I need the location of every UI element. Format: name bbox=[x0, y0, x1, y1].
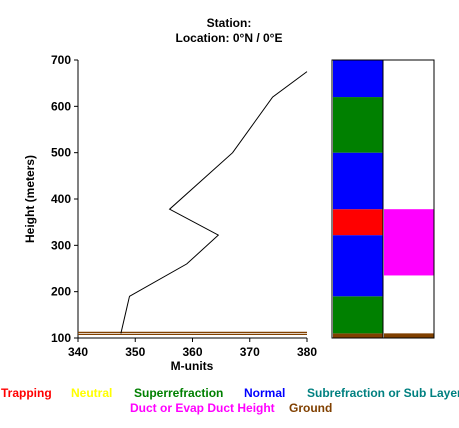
refractivity-layer-column bbox=[333, 60, 383, 338]
ground-level bbox=[78, 331, 307, 335]
legend-duct: Duct or Evap Duct Height bbox=[130, 401, 275, 415]
legend-trapping: Trapping bbox=[1, 386, 52, 400]
y-tick-label: 300 bbox=[51, 238, 71, 252]
layer-superrefraction bbox=[333, 296, 383, 334]
layer-superrefraction bbox=[333, 97, 383, 153]
y-tick-label: 100 bbox=[51, 331, 71, 345]
y-tick-label: 700 bbox=[51, 53, 71, 67]
layer-ground bbox=[333, 333, 383, 338]
legend-subrefraction: Subrefraction or Sub Layer bbox=[307, 386, 459, 400]
legend-neutral: Neutral bbox=[71, 386, 112, 400]
x-axis-label: M-units bbox=[171, 359, 214, 373]
y-axis-label: Height (meters) bbox=[23, 155, 37, 243]
legend-superrefraction: Superrefraction bbox=[134, 386, 223, 400]
x-tick-label: 380 bbox=[297, 345, 317, 359]
duct-layer-column bbox=[384, 209, 434, 338]
series-group bbox=[120, 71, 308, 334]
x-tick-label: 370 bbox=[240, 345, 260, 359]
legend-ground: Ground bbox=[289, 401, 332, 415]
y-tick-label: 200 bbox=[51, 285, 71, 299]
layer-ground bbox=[384, 333, 434, 338]
legend-normal: Normal bbox=[244, 386, 285, 400]
y-tick-label: 600 bbox=[51, 99, 71, 113]
layer-trapping bbox=[333, 209, 383, 236]
m-units-plot: 100 200 300 400 500 600 700 340 350 360 370 380 bbox=[51, 53, 317, 359]
x-tick-label: 350 bbox=[125, 345, 145, 359]
m-units-profile-line bbox=[120, 71, 308, 334]
layer-normal bbox=[333, 235, 383, 297]
layer-normal bbox=[333, 60, 383, 98]
layer-normal bbox=[333, 152, 383, 210]
layer-duct bbox=[384, 209, 434, 276]
x-tick-label: 340 bbox=[68, 345, 88, 359]
station-label: Station: bbox=[207, 16, 252, 30]
y-tick-label: 500 bbox=[51, 146, 71, 160]
y-axis-ticks: 100 200 300 400 500 600 700 bbox=[51, 53, 78, 345]
location-label: Location: 0°N / 0°E bbox=[176, 31, 283, 45]
x-axis-ticks: 340 350 360 370 380 bbox=[68, 338, 317, 359]
legend: Trapping Neutral Superrefraction Normal … bbox=[1, 386, 459, 415]
y-tick-label: 400 bbox=[51, 192, 71, 206]
x-tick-label: 360 bbox=[182, 345, 202, 359]
